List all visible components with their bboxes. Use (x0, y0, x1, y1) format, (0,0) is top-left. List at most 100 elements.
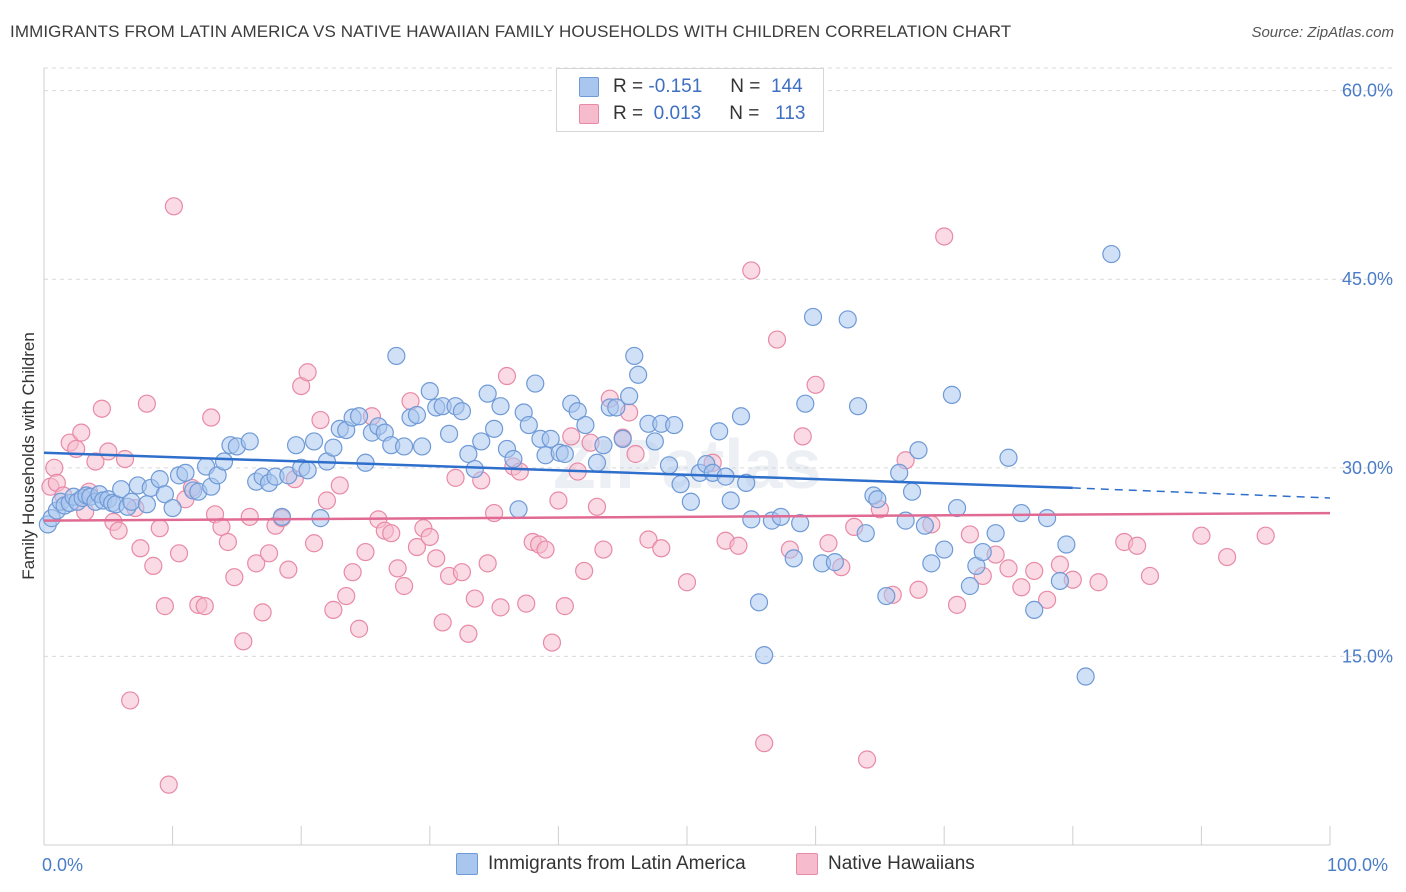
latin-america-point (1050, 571, 1070, 591)
native-hawaiians-point (279, 560, 298, 579)
native-hawaiians-point (555, 597, 574, 616)
latin-america-point (155, 485, 174, 504)
native-hawaiians-point (155, 597, 174, 616)
native-hawaiians-point (652, 539, 671, 558)
native-hawaiians-point (562, 427, 581, 446)
latin-america-point (960, 576, 980, 596)
native-hawaiians-point (1025, 561, 1044, 581)
trend-lines (43, 451, 1331, 522)
latin-america-point (568, 402, 587, 421)
latin-america-point (796, 394, 815, 413)
native-hawaiians-point (999, 559, 1018, 578)
y-axis-label: Family Households with Children (19, 332, 38, 580)
native-hawaiians-point (253, 603, 272, 622)
native-hawaiians-point (1050, 555, 1070, 574)
bottom-swatch-pink (796, 853, 818, 875)
latin-america-point (848, 397, 868, 416)
native-hawaiians-point (317, 491, 337, 510)
latin-america-point (838, 310, 857, 329)
native-hawaiians-point (144, 556, 163, 575)
latin-america-point (1057, 535, 1076, 554)
latin-america-point (625, 346, 644, 366)
native-hawaiians-point (935, 227, 954, 246)
latin-america-point (526, 374, 545, 393)
latin-america-point (629, 365, 648, 384)
latin-america-point (272, 507, 292, 526)
latin-america-point (1012, 503, 1031, 523)
y-axis-tick-labels: 15.0% 30.0% 45.0% 60.0% (1342, 81, 1393, 667)
latin-america-point (935, 540, 954, 559)
native-hawaiians-point (72, 423, 91, 442)
native-hawaiians-point (1089, 573, 1108, 592)
latin-america-point (868, 490, 887, 509)
native-hawaiians-point (517, 594, 536, 613)
native-hawaiians-point (806, 375, 825, 394)
native-hawaiians-point (677, 573, 697, 592)
native-hawaiians-point (259, 544, 279, 563)
legend-r-label: R = (613, 76, 644, 97)
latin-america-point (710, 422, 729, 441)
native-hawaiians-point (960, 525, 980, 544)
latin-america-point (519, 415, 538, 435)
latin-america-point (541, 429, 560, 448)
latin-america-trend-extension (1072, 487, 1331, 499)
latin-america-point (349, 407, 369, 426)
bottom-legend-label: Native Hawaiians (828, 853, 975, 874)
native-hawaiians-point (465, 589, 484, 608)
native-hawaiians-point (587, 497, 607, 516)
latin-america-point (947, 498, 967, 518)
native-hawaiians-point (536, 540, 555, 559)
legend-row-latin-america: R = -0.151 N = 144 (579, 75, 803, 99)
latin-america-point (973, 542, 992, 562)
latin-america-point (387, 346, 406, 366)
latin-america-point (909, 441, 928, 460)
latin-america-point (439, 424, 459, 443)
latin-america-point (999, 448, 1018, 467)
native-hawaiians-point (639, 530, 658, 549)
native-hawaiians-point (212, 517, 231, 537)
native-hawaiians-point (311, 410, 330, 430)
native-hawaiians-point (99, 442, 118, 461)
legend-swatch-pink (579, 104, 599, 124)
latin-america-point (452, 402, 472, 421)
latin-america-point (825, 553, 844, 572)
native-hawaiians-point (109, 521, 128, 540)
latin-america-point (122, 492, 141, 511)
native-hawaiians-point (330, 476, 349, 495)
legend-n-label: N = (730, 76, 761, 97)
native-hawaiians-point (857, 750, 877, 769)
latin-america-point (459, 444, 478, 464)
latin-america-point (324, 438, 343, 457)
native-hawaiians-point (150, 519, 169, 538)
latin-america-point (659, 456, 679, 475)
latin-america-point (478, 384, 497, 403)
native-hawaiians-point (1127, 536, 1147, 555)
bottom-swatch-blue (456, 853, 478, 875)
latin-america-point (620, 387, 639, 406)
legend-n-label: N = (729, 103, 760, 124)
latin-america-point (407, 405, 427, 425)
native-hawaiians-point (1218, 547, 1237, 567)
latin-america-point (665, 415, 684, 435)
y-tick-label: 60.0% (1342, 81, 1393, 101)
native-hawaiians-point (459, 624, 478, 643)
native-hawaiians-point (420, 527, 439, 547)
y-tick-label: 15.0% (1342, 646, 1393, 666)
latin-america-point (613, 429, 632, 448)
native-hawaiians-point (1037, 590, 1057, 609)
native-hawaiians-point (164, 197, 183, 216)
latin-america-point (986, 524, 1005, 543)
latin-america-point (731, 407, 751, 426)
native-hawaiians-point (169, 544, 189, 563)
legend-r-label: R = (613, 103, 644, 124)
latin-america-point (890, 463, 909, 482)
latin-america-point (150, 470, 169, 489)
latin-america-point (576, 415, 595, 435)
native-hawaiians-point (909, 580, 928, 599)
latin-america-point (163, 498, 182, 518)
native-hawaiians-point (594, 540, 613, 559)
native-hawaiians-point (742, 261, 761, 280)
latin-america-point (304, 432, 324, 451)
latin-america-point (412, 437, 432, 456)
latin-america-point (137, 495, 156, 514)
